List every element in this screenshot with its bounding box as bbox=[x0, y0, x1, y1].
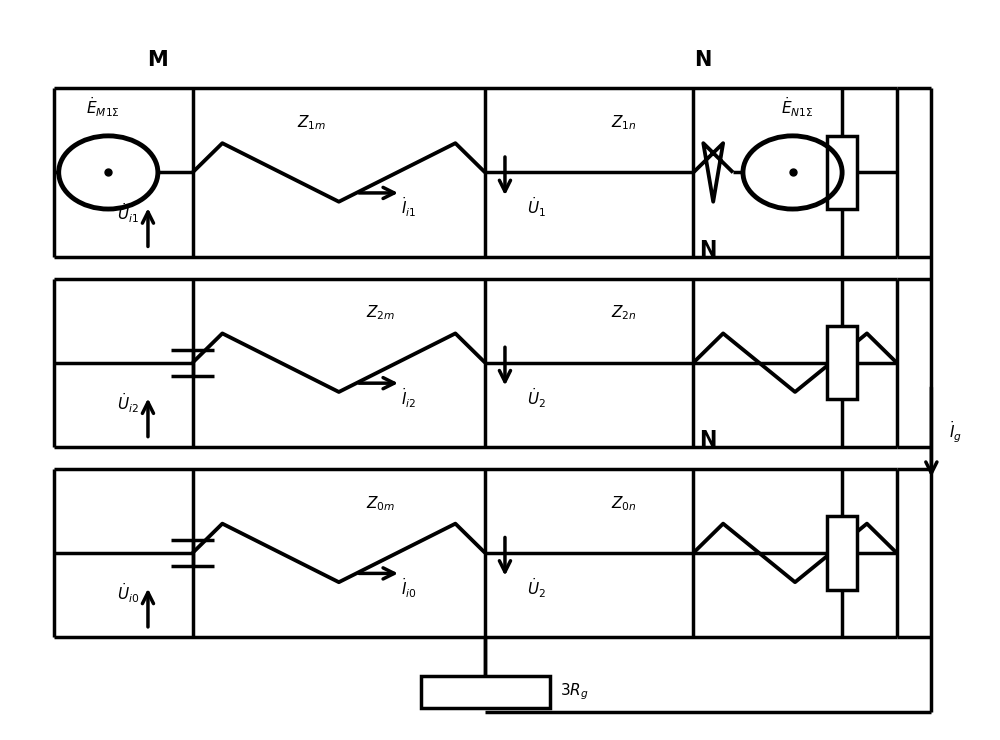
Text: $\dot{U}_2$: $\dot{U}_2$ bbox=[527, 576, 546, 600]
Text: $Z_{0m}$: $Z_{0m}$ bbox=[366, 494, 396, 513]
Text: $\dot{U}_{i2}$: $\dot{U}_{i2}$ bbox=[117, 391, 139, 414]
Bar bbox=[827, 517, 857, 590]
Text: $\dot{I}_{i0}$: $\dot{I}_{i0}$ bbox=[401, 576, 417, 600]
Text: N: N bbox=[700, 431, 717, 451]
Text: $Z_{0n}$: $Z_{0n}$ bbox=[611, 494, 637, 513]
Text: $\dot{U}_2$: $\dot{U}_2$ bbox=[527, 386, 546, 410]
Text: $\dot{E}_{N1\Sigma}$: $\dot{E}_{N1\Sigma}$ bbox=[781, 95, 814, 119]
Text: N: N bbox=[700, 240, 717, 260]
Text: $Z_{1m}$: $Z_{1m}$ bbox=[297, 113, 326, 132]
Text: $\dot{I}_g$: $\dot{I}_g$ bbox=[949, 420, 962, 445]
Text: $\dot{E}_{M1\Sigma}$: $\dot{E}_{M1\Sigma}$ bbox=[86, 95, 120, 119]
Text: M: M bbox=[148, 50, 168, 70]
Text: $Z_{2n}$: $Z_{2n}$ bbox=[611, 303, 637, 323]
Text: N: N bbox=[695, 50, 712, 70]
Text: $Z_{2m}$: $Z_{2m}$ bbox=[366, 303, 396, 323]
Text: $Z_{1n}$: $Z_{1n}$ bbox=[611, 113, 637, 132]
Text: $\dot{I}_{i2}$: $\dot{I}_{i2}$ bbox=[401, 386, 416, 410]
Text: $3R_g$: $3R_g$ bbox=[560, 682, 588, 702]
Bar bbox=[421, 676, 550, 708]
Text: $\dot{U}_1$: $\dot{U}_1$ bbox=[527, 196, 546, 219]
Text: $\dot{U}_{i1}$: $\dot{U}_{i1}$ bbox=[117, 201, 139, 224]
Bar bbox=[827, 136, 857, 209]
Text: $\dot{U}_{i0}$: $\dot{U}_{i0}$ bbox=[117, 582, 139, 605]
Text: $\dot{I}_{i1}$: $\dot{I}_{i1}$ bbox=[401, 196, 416, 219]
Bar bbox=[827, 326, 857, 400]
